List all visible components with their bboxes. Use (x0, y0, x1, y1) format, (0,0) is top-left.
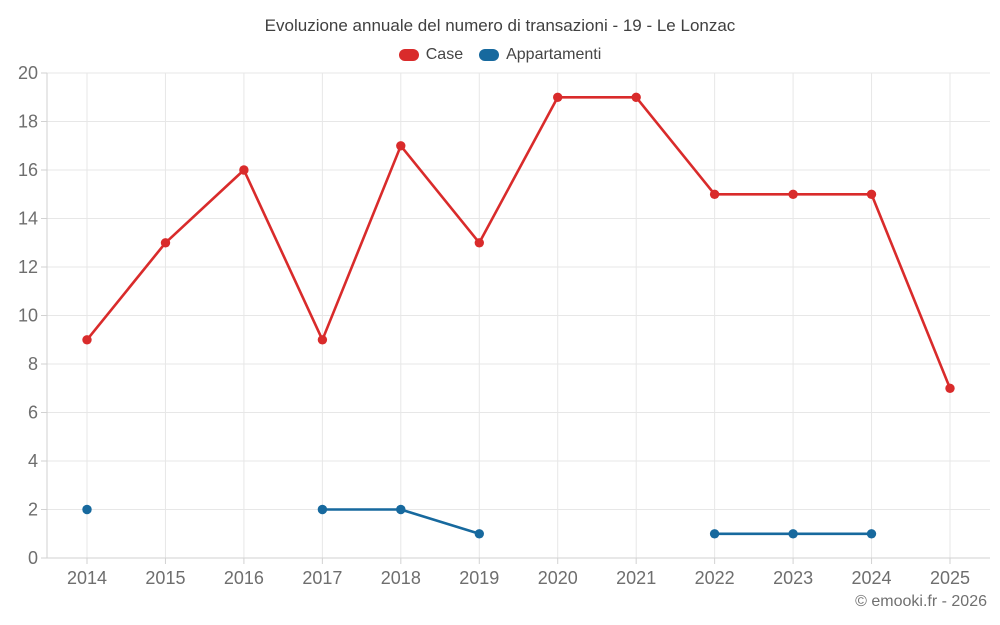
copyright-footer: © emooki.fr - 2026 (855, 593, 987, 610)
data-point[interactable] (788, 529, 798, 539)
data-point[interactable] (474, 529, 484, 539)
x-axis-label: 2023 (773, 568, 813, 588)
x-axis-label: 2015 (145, 568, 185, 588)
x-axis-label: 2017 (302, 568, 342, 588)
x-axis-label: 2018 (381, 568, 421, 588)
data-point[interactable] (160, 238, 171, 248)
y-axis-label: 4 (28, 451, 38, 471)
data-point[interactable] (866, 189, 877, 199)
x-axis-label: 2024 (852, 568, 892, 588)
legend-item-case[interactable]: Case (398, 45, 464, 65)
chart-title: Evoluzione annuale del numero di transaz… (264, 16, 736, 35)
y-axis-label: 12 (18, 257, 38, 277)
y-axis-label: 16 (18, 160, 38, 180)
data-point[interactable] (317, 504, 328, 515)
data-point[interactable] (474, 238, 484, 248)
x-axis-label: 2021 (616, 568, 656, 588)
y-axis-label: 6 (28, 403, 38, 423)
x-axis-label: 2025 (930, 568, 970, 588)
x-axis-label: 2014 (67, 568, 107, 588)
data-point[interactable] (82, 335, 92, 345)
chart-legend: Case Appartamenti (0, 45, 1000, 65)
y-axis-label: 10 (18, 306, 38, 326)
series-appartamenti (82, 504, 877, 539)
y-axis-label: 2 (28, 500, 38, 520)
x-axis-label: 2016 (224, 568, 264, 588)
series-line (321, 508, 873, 536)
data-point[interactable] (239, 165, 249, 175)
y-axis-label: 8 (28, 354, 38, 374)
y-axis-label: 18 (18, 112, 38, 132)
data-point[interactable] (396, 141, 406, 151)
data-point[interactable] (553, 92, 563, 103)
y-axis-label: 14 (18, 209, 38, 229)
x-axis-label: 2019 (459, 568, 499, 588)
data-point[interactable] (945, 383, 955, 393)
legend-label-case: Case (425, 46, 464, 63)
series-case (82, 92, 955, 393)
data-point[interactable] (82, 504, 92, 515)
data-point[interactable] (631, 92, 641, 103)
data-point[interactable] (709, 189, 720, 199)
legend-item-appartamenti[interactable]: Appartamenti (479, 45, 601, 65)
data-point[interactable] (317, 335, 328, 345)
x-axis-label: 2020 (538, 568, 578, 588)
case-series-swatch (398, 49, 419, 61)
x-axis-label: 2022 (695, 568, 735, 588)
data-point[interactable] (788, 189, 798, 199)
legend-label-appartamenti: Appartamenti (506, 46, 602, 63)
appartamenti-series-swatch (479, 49, 500, 61)
series-line (85, 96, 952, 390)
data-point[interactable] (396, 504, 406, 515)
data-point[interactable] (709, 529, 720, 539)
y-axis-label: 0 (28, 548, 38, 568)
y-axis-label: 20 (18, 63, 38, 83)
data-point[interactable] (866, 529, 877, 539)
